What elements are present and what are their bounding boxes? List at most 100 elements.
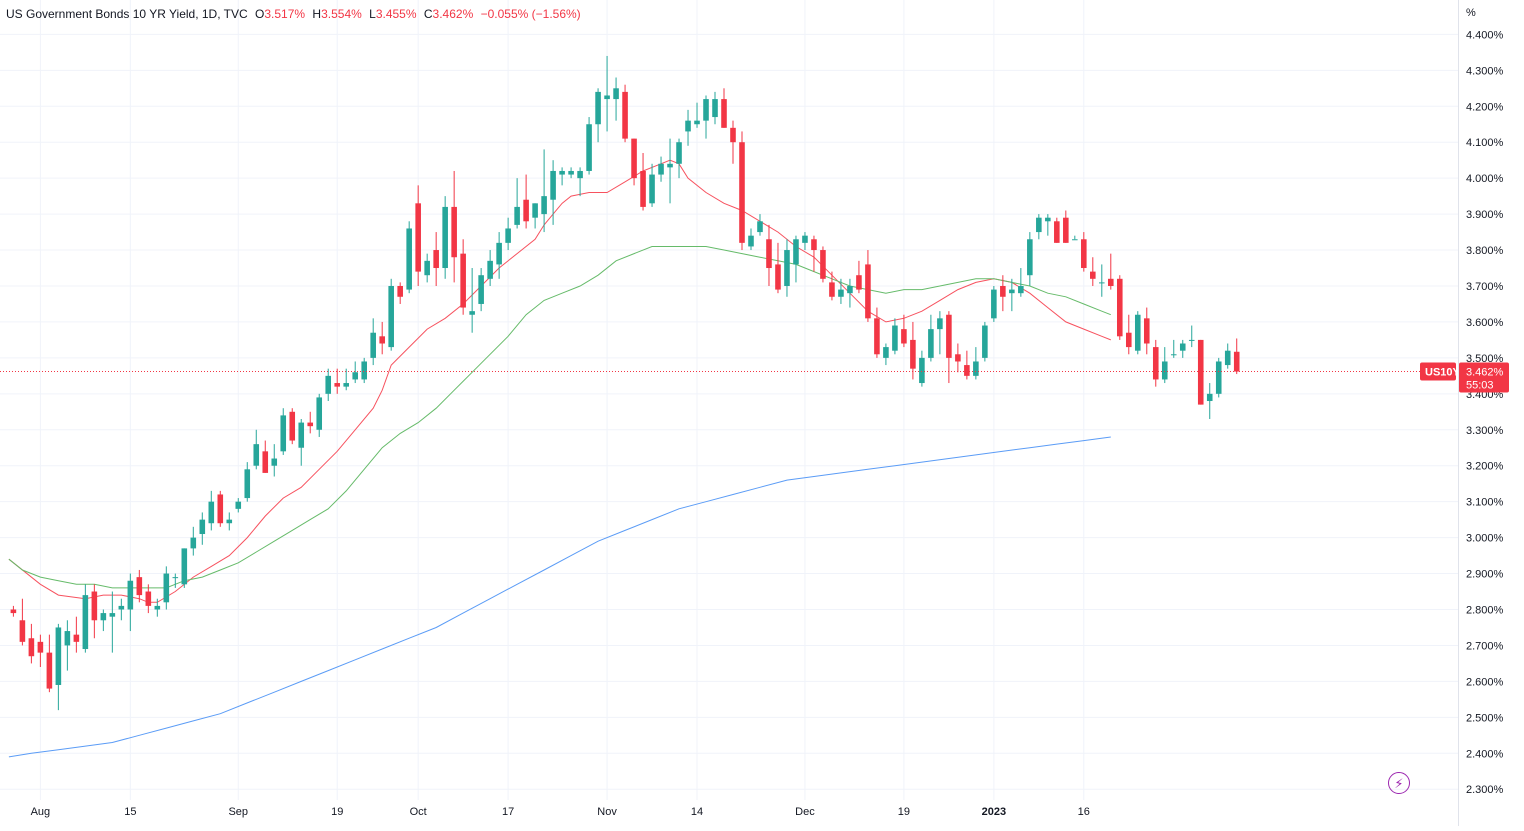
candle-body — [775, 264, 781, 290]
candle-body — [181, 548, 188, 585]
candle — [595, 88, 601, 143]
candle-body — [370, 332, 376, 358]
candle-body — [343, 383, 350, 387]
candle — [82, 584, 89, 653]
candle-body — [514, 206, 520, 225]
candle-body — [928, 329, 934, 358]
candle-body — [1018, 285, 1024, 294]
candle-body — [946, 314, 952, 358]
candle — [856, 260, 862, 294]
candle-body — [901, 329, 907, 344]
candle-body — [361, 361, 367, 380]
symbol-tag[interactable] — [1420, 362, 1456, 381]
candle — [397, 282, 403, 304]
candle-body — [37, 641, 44, 653]
candle — [487, 250, 493, 286]
y-tick-label: 2.900% — [1466, 569, 1504, 581]
candle-body — [199, 519, 206, 535]
x-tick-label: Sep — [228, 806, 248, 818]
candle — [766, 224, 772, 286]
candle-body — [46, 652, 53, 689]
price-tag: US10Y 3.462% 55:03 — [1420, 362, 1509, 393]
candle — [271, 444, 278, 477]
candle — [91, 584, 98, 639]
candle — [118, 598, 125, 621]
candle-body — [1143, 318, 1150, 344]
y-tick-label: 3.100% — [1466, 497, 1504, 509]
candle-body — [127, 580, 134, 610]
x-tick-label: 15 — [124, 806, 136, 818]
candle — [1179, 339, 1186, 358]
candle-body — [577, 170, 583, 179]
candle — [739, 131, 745, 251]
candle-body — [1054, 221, 1060, 243]
candle — [667, 138, 673, 204]
lightning-icon[interactable]: ⚡ — [1388, 772, 1410, 794]
candle-body — [586, 124, 592, 171]
y-tick-label: 4.400% — [1466, 29, 1504, 41]
candle-body — [325, 375, 332, 394]
candle — [793, 235, 799, 283]
candle-body — [604, 95, 610, 100]
candle-body — [613, 88, 619, 100]
candle — [235, 498, 242, 513]
candle — [181, 548, 188, 588]
candle — [343, 368, 350, 391]
candle-body — [415, 203, 421, 272]
candle — [946, 311, 952, 384]
candle-body — [937, 318, 943, 330]
price-axis-separator — [1458, 0, 1459, 826]
candle — [829, 271, 835, 301]
symbol-description[interactable]: US Government Bonds 10 YR Yield, 1D, TVC — [6, 7, 248, 21]
candle-body — [712, 99, 718, 118]
candle — [703, 95, 709, 139]
x-tick-label: 2023 — [982, 806, 1006, 818]
candle-body — [685, 120, 691, 132]
y-tick-label: 4.200% — [1466, 101, 1504, 113]
candle-body — [505, 228, 511, 243]
candle-body — [55, 627, 62, 685]
candle-body — [766, 239, 772, 269]
candle — [586, 117, 592, 175]
candle-body — [1063, 217, 1069, 243]
y-tick-label: 3.500% — [1466, 353, 1504, 365]
candle-body — [955, 354, 961, 362]
ma-line-ma20 — [8, 159, 1111, 603]
candle-body — [442, 206, 448, 269]
candle — [820, 246, 826, 283]
candle — [712, 91, 718, 125]
candle-body — [991, 289, 997, 319]
candle — [811, 235, 817, 272]
candle-body — [1036, 217, 1042, 233]
candle-body — [163, 573, 170, 603]
candle-body — [496, 242, 502, 265]
candle-body — [136, 577, 143, 596]
candle-body — [559, 170, 565, 175]
candle — [1054, 217, 1060, 243]
candle-body — [883, 347, 889, 358]
y-tick-label: 2.800% — [1466, 604, 1504, 616]
candle-body — [73, 634, 80, 642]
candle-body — [145, 591, 152, 606]
candle-body — [91, 591, 98, 621]
candle — [109, 591, 116, 653]
candle-body — [1000, 285, 1006, 297]
candle — [919, 350, 925, 387]
candle-body — [1161, 361, 1168, 380]
candle-body — [1134, 314, 1141, 351]
high-value: 3.554% — [321, 7, 362, 21]
candle — [1125, 314, 1132, 355]
candle-body — [910, 339, 916, 369]
price-axis-unit: % — [1466, 7, 1476, 19]
moving-averages — [8, 159, 1111, 758]
candle — [361, 357, 367, 384]
legend-header: US Government Bonds 10 YR Yield, 1D, TVC… — [6, 7, 581, 21]
candle-body — [298, 422, 305, 448]
x-tick-label: 19 — [331, 806, 343, 818]
candle-body — [649, 174, 655, 204]
candle-body — [1099, 282, 1105, 284]
candle — [676, 138, 682, 179]
y-tick-label: 4.300% — [1466, 65, 1504, 77]
candle — [1170, 339, 1177, 358]
